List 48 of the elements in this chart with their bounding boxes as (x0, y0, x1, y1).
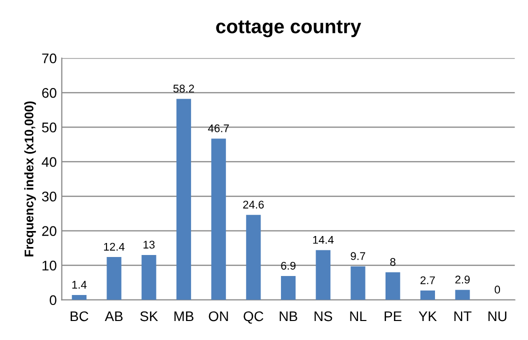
data-label: 2.9 (455, 276, 470, 284)
x-tick-label: AB (104, 312, 123, 322)
data-label: 46.7 (208, 124, 229, 132)
bar (455, 290, 470, 300)
bar (176, 98, 192, 300)
x-tick-label: ON (208, 311, 228, 322)
y-tick-label: 0 (50, 295, 56, 306)
x-tick-label: SK (140, 311, 158, 322)
x-tick-label: PE (384, 312, 402, 322)
data-label: 9.7 (350, 252, 366, 260)
data-label: 0 (494, 286, 500, 294)
x-tick-label: QC (244, 311, 264, 324)
bar (106, 257, 122, 300)
bar (316, 250, 330, 300)
data-label: 6.9 (281, 262, 296, 270)
y-tick-label: 40 (42, 157, 56, 167)
bar (211, 138, 226, 300)
y-tick-label: 60 (42, 88, 56, 98)
data-label: 2.7 (420, 276, 435, 284)
data-label: 14.4 (313, 236, 334, 244)
y-axis-title: Frequency index (x10,000) (24, 101, 36, 256)
data-label: 8 (390, 258, 396, 266)
bar (142, 254, 156, 300)
x-tick-label: BC (70, 311, 88, 322)
y-tick-label: 70 (42, 53, 56, 64)
y-tick-label: 10 (42, 260, 56, 271)
x-tick-label: YK (418, 312, 437, 322)
data-label: 13 (144, 240, 155, 249)
bar (280, 276, 296, 300)
y-tick-label: 30 (42, 192, 56, 202)
bar (420, 290, 435, 300)
bar (386, 272, 400, 300)
x-tick-label: NL (350, 312, 366, 322)
y-tick-label: 50 (42, 122, 56, 132)
y-tick-label: 20 (42, 226, 56, 236)
x-tick-label: NS (314, 311, 332, 322)
bar (246, 214, 261, 300)
chart-title: cottage country (216, 20, 362, 38)
bar (72, 295, 87, 300)
data-label: 58.2 (173, 84, 194, 93)
x-tick-label: NT (454, 312, 472, 322)
data-label: 1.4 (72, 280, 87, 289)
data-label: 24.6 (243, 200, 264, 209)
x-tick-label: MB (174, 312, 194, 322)
x-tick-label: NU (488, 312, 506, 322)
bar (350, 266, 366, 300)
x-tick-label: NB (280, 312, 298, 322)
data-label: 12.4 (104, 242, 125, 251)
